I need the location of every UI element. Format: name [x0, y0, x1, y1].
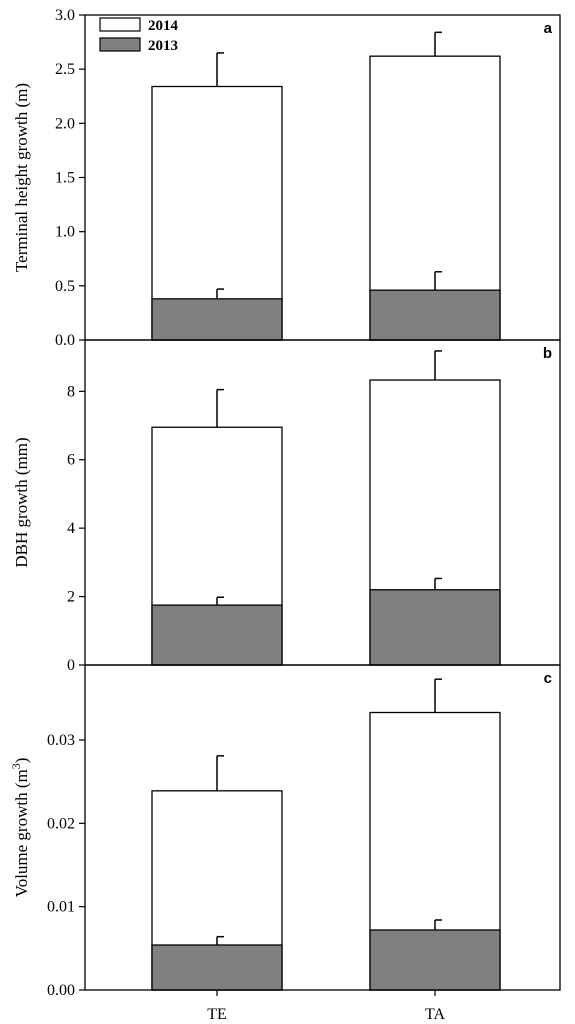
panel-letter-b: b	[543, 345, 552, 362]
panel-letter-a: a	[544, 20, 553, 37]
ytick-label-c-3: 0.03	[47, 732, 75, 749]
ytick-label-c-2: 0.02	[47, 815, 75, 832]
ytick-label-b-4: 8	[67, 383, 75, 400]
ytick-label-b-0: 0	[67, 657, 75, 674]
ytick-label-a-4: 2.0	[55, 115, 75, 132]
ytick-label-a-2: 1.0	[55, 224, 75, 241]
ytick-label-c-1: 0.01	[47, 899, 75, 916]
ytick-label-a-0: 0.0	[55, 332, 75, 349]
legend-swatch-2013	[99, 37, 141, 52]
bar-2013-te	[151, 298, 283, 341]
ytick-label-b-1: 2	[67, 589, 75, 606]
ylabel-a: Terminal height growth (m)	[12, 83, 31, 272]
bar-2013-ta	[369, 289, 501, 341]
panel-a: 0.0 0.5 1.0 1.5 2.0 2.5 3.0 Terminal height gro…	[12, 7, 561, 349]
bar-2013-te	[151, 604, 283, 666]
ytick-label-b-3: 6	[67, 452, 75, 469]
ytick-label-a-6: 3.0	[55, 7, 75, 24]
legend-label-2013: 2013	[148, 38, 178, 54]
bar-2013-ta	[369, 929, 501, 991]
xtick-label-te: TE	[207, 1006, 227, 1023]
ytick-label-b-2: 4	[67, 520, 75, 537]
panel-c: 0.00 0.01 0.02 0.03 Volume growth (m3) c	[9, 664, 561, 999]
panel-letter-c: c	[544, 670, 552, 687]
ylabel-b: DBH growth (mm)	[12, 437, 31, 567]
ytick-label-a-5: 2.5	[55, 61, 75, 78]
ytick-label-a-3: 1.5	[55, 170, 75, 187]
bar-2013-ta	[369, 589, 501, 666]
ytick-label-a-1: 0.5	[55, 278, 75, 295]
panel-frame-c	[84, 664, 561, 991]
ylabel-c: Volume growth (m3)	[9, 758, 31, 898]
xtick-label-ta: TA	[425, 1006, 445, 1023]
bar-2013-te	[151, 944, 283, 991]
legend: 2014 2013	[99, 17, 179, 54]
legend-swatch-2014	[99, 17, 141, 32]
ytick-label-c-0: 0.00	[47, 982, 75, 999]
legend-label-2014: 2014	[148, 18, 179, 34]
panel-b: 0 2 4 6 8 DBH growth (mm) b	[12, 339, 561, 674]
